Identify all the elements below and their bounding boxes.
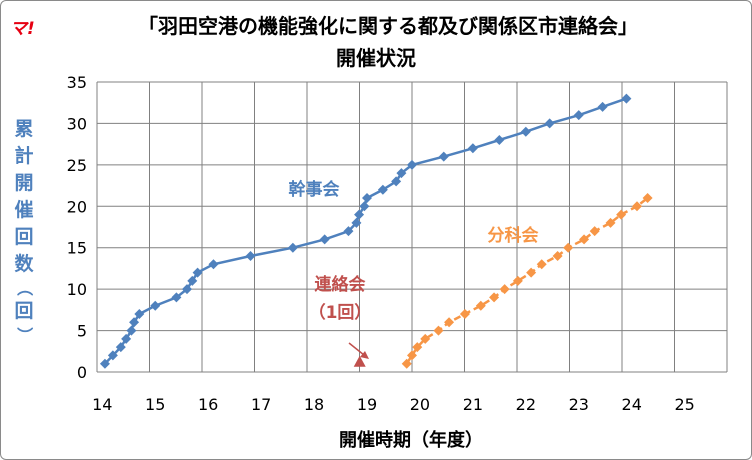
x-tick-label: 20	[410, 395, 430, 414]
y-axis-label-char: 回	[14, 300, 34, 322]
x-tick-label: 16	[198, 395, 218, 414]
chart-title: 「羽田空港の機能強化に関する都及び関係区市連絡会」	[138, 14, 638, 38]
series-line-kanjikai	[104, 97, 627, 365]
y-tick-label: 25	[67, 156, 87, 175]
y-axis-label-char: 開	[14, 172, 34, 194]
renrakukai-arrow-line	[348, 342, 365, 356]
data-point-bunkakai	[459, 309, 470, 319]
data-point-bunkakai	[489, 292, 500, 303]
data-point-kanjikai	[359, 201, 370, 212]
data-point-kanjikai	[150, 300, 161, 311]
y-tick-label: 5	[77, 322, 87, 341]
data-point-bunkakai	[616, 209, 627, 220]
data-point-renrakukai	[353, 355, 366, 367]
data-point-bunkakai	[642, 193, 653, 203]
data-point-bunkakai	[512, 275, 523, 286]
data-point-bunkakai	[444, 317, 455, 328]
data-point-bunkakai	[632, 201, 642, 212]
data-point-kanjikai	[115, 342, 126, 353]
data-point-kanjikai	[319, 234, 330, 245]
y-axis-label-char: 累	[14, 118, 34, 140]
data-point-bunkakai	[605, 217, 616, 228]
data-point-kanjikai	[494, 135, 505, 145]
chart-subtitle: 開催状況	[336, 46, 416, 70]
data-point-kanjikai	[182, 284, 192, 295]
data-point-bunkakai	[401, 358, 412, 369]
data-point-kanjikai	[351, 217, 362, 228]
data-point-bunkakai	[563, 242, 574, 253]
x-tick-label: 18	[304, 395, 324, 414]
x-tick-label: 24	[622, 395, 642, 414]
data-point-kanjikai	[126, 325, 137, 336]
data-point-kanjikai	[544, 118, 555, 129]
data-point-kanjikai	[467, 143, 478, 154]
data-point-bunkakai	[475, 300, 486, 311]
x-tick-label: 23	[569, 395, 589, 414]
y-tick-label: 15	[67, 239, 87, 258]
x-tick-label: 22	[516, 395, 536, 414]
data-point-kanjikai	[396, 168, 407, 179]
x-tick-label: 21	[463, 395, 483, 414]
data-point-kanjikai	[407, 159, 417, 170]
x-tick-label: 15	[145, 395, 165, 414]
data-point-bunkakai	[433, 325, 444, 336]
y-tick-label: 35	[67, 73, 87, 92]
data-point-kanjikai	[391, 176, 402, 187]
data-point-kanjikai	[99, 358, 110, 369]
data-point-bunkakai	[589, 226, 600, 237]
series-label-renrakukai-count: （1回）	[309, 302, 372, 323]
data-point-bunkakai	[526, 267, 537, 278]
data-point-bunkakai	[420, 333, 431, 344]
y-tick-label: 0	[77, 363, 87, 382]
data-point-kanjikai	[121, 333, 132, 344]
x-tick-label: 25	[674, 395, 694, 414]
data-point-kanjikai	[438, 151, 449, 162]
data-point-kanjikai	[208, 259, 219, 270]
data-point-kanjikai	[362, 193, 372, 203]
x-tick-label: 17	[251, 395, 271, 414]
data-point-kanjikai	[520, 126, 531, 137]
y-tick-label: 20	[67, 197, 87, 216]
series-line-bunkakai	[405, 197, 649, 365]
data-point-bunkakai	[536, 259, 547, 270]
data-point-kanjikai	[597, 101, 608, 112]
data-point-bunkakai	[579, 234, 590, 245]
y-axis-label-char: 回	[14, 226, 34, 248]
data-point-kanjikai	[171, 292, 182, 303]
data-point-bunkakai	[407, 350, 417, 361]
series-label-kanjikai: 幹事会	[289, 179, 340, 200]
data-point-kanjikai	[192, 267, 203, 278]
data-point-kanjikai	[354, 209, 365, 220]
y-axis-label-char: 催	[14, 199, 34, 221]
x-tick-label: 14	[92, 395, 112, 414]
y-tick-label: 10	[67, 280, 87, 299]
data-point-kanjikai	[245, 251, 256, 261]
data-point-kanjikai	[287, 242, 298, 253]
data-point-bunkakai	[412, 342, 423, 353]
logo-mark: マ!	[10, 19, 35, 39]
data-point-kanjikai	[573, 110, 584, 121]
x-axis-label: 開催時期（年度）	[339, 430, 483, 451]
data-point-bunkakai	[499, 284, 510, 295]
x-tick-label: 19	[357, 395, 377, 414]
series-label-bunkakai: 分科会	[488, 225, 539, 246]
series-label-renrakukai: 連絡会	[315, 274, 366, 295]
data-point-kanjikai	[107, 350, 118, 361]
y-axis-label-char: 計	[14, 145, 34, 167]
data-point-kanjikai	[621, 93, 632, 104]
data-point-kanjikai	[377, 184, 388, 195]
data-point-kanjikai	[129, 317, 140, 328]
y-tick-label: 30	[67, 114, 87, 133]
data-point-kanjikai	[343, 226, 354, 237]
data-point-kanjikai	[187, 275, 198, 286]
data-point-bunkakai	[552, 251, 563, 261]
renrakukai-arrow-head	[360, 351, 369, 359]
data-point-kanjikai	[134, 309, 145, 319]
y-axis-label-char: 数	[14, 253, 34, 275]
y-axis-label: 累計開催回数（回）	[14, 116, 34, 345]
